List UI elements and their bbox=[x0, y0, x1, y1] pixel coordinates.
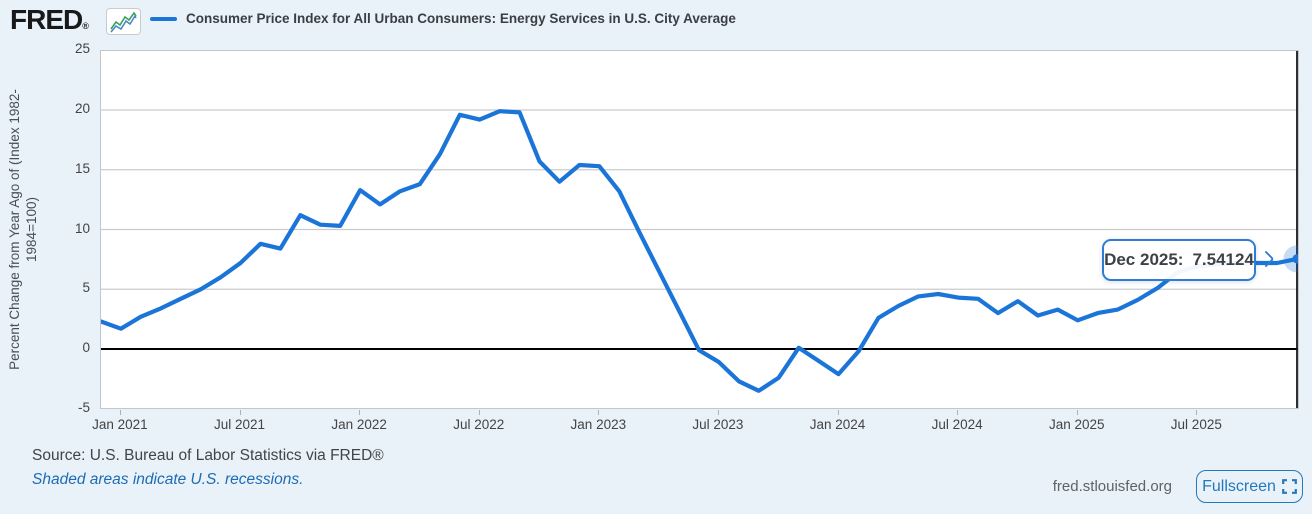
x-tick-mark bbox=[1076, 410, 1078, 415]
legend-series-label: Consumer Price Index for All Urban Consu… bbox=[186, 11, 736, 26]
hover-tooltip: Dec 2025: 7.54124 bbox=[1102, 239, 1256, 281]
fullscreen-button[interactable]: Fullscreen bbox=[1196, 470, 1303, 503]
x-tick-label: Jul 2024 bbox=[931, 417, 983, 432]
y-tick-label: -5 bbox=[77, 399, 90, 415]
x-tick-label: Jan 2025 bbox=[1048, 417, 1105, 432]
x-tick-label: Jul 2022 bbox=[453, 417, 505, 432]
y-axis-label: Percent Change from Year Ago of (Index 1… bbox=[7, 89, 39, 370]
source-text: Source: U.S. Bureau of Labor Statistics … bbox=[32, 447, 384, 464]
registered-mark: ® bbox=[82, 21, 89, 31]
x-tick-mark bbox=[359, 410, 361, 415]
recession-note: Shaded areas indicate U.S. recessions. bbox=[32, 471, 304, 488]
y-tick-label: 25 bbox=[74, 41, 90, 57]
y-tick-label: 10 bbox=[74, 220, 90, 236]
x-tick-mark bbox=[239, 410, 241, 415]
y-tick-label: 0 bbox=[82, 340, 90, 355]
x-tick-label: Jul 2023 bbox=[692, 417, 744, 432]
y-tick-label: 15 bbox=[74, 160, 90, 176]
x-tick-mark bbox=[119, 410, 121, 415]
y-tick-label: 20 bbox=[74, 101, 90, 116]
fred-sparkline-icon bbox=[106, 8, 141, 35]
fred-logo[interactable]: FRED® bbox=[10, 4, 89, 35]
fullscreen-icon bbox=[1282, 479, 1297, 494]
x-tick-label: Jul 2021 bbox=[214, 417, 266, 432]
x-tick-label: Jan 2022 bbox=[331, 417, 387, 432]
x-tick-mark bbox=[478, 410, 480, 415]
tooltip-date: Dec 2025: bbox=[1104, 250, 1184, 269]
line-chart[interactable] bbox=[101, 51, 1298, 408]
x-tick-label: Jul 2025 bbox=[1170, 417, 1222, 432]
x-tick-mark bbox=[598, 410, 600, 415]
x-tick-label: Jan 2021 bbox=[92, 417, 148, 432]
x-tick-mark bbox=[957, 410, 959, 415]
fred-site-link[interactable]: fred.stlouisfed.org bbox=[1052, 478, 1172, 495]
x-tick-label: Jan 2024 bbox=[809, 417, 866, 432]
x-tick-mark bbox=[837, 410, 839, 415]
x-tick-label: Jan 2023 bbox=[570, 417, 627, 432]
legend-line-swatch bbox=[150, 17, 177, 21]
x-tick-mark bbox=[717, 410, 719, 415]
y-tick-label: 5 bbox=[82, 280, 90, 296]
plot-area[interactable] bbox=[100, 50, 1299, 409]
fullscreen-label: Fullscreen bbox=[1202, 477, 1276, 495]
x-tick-mark bbox=[1196, 410, 1198, 415]
tooltip-value: 7.54124 bbox=[1192, 250, 1254, 269]
